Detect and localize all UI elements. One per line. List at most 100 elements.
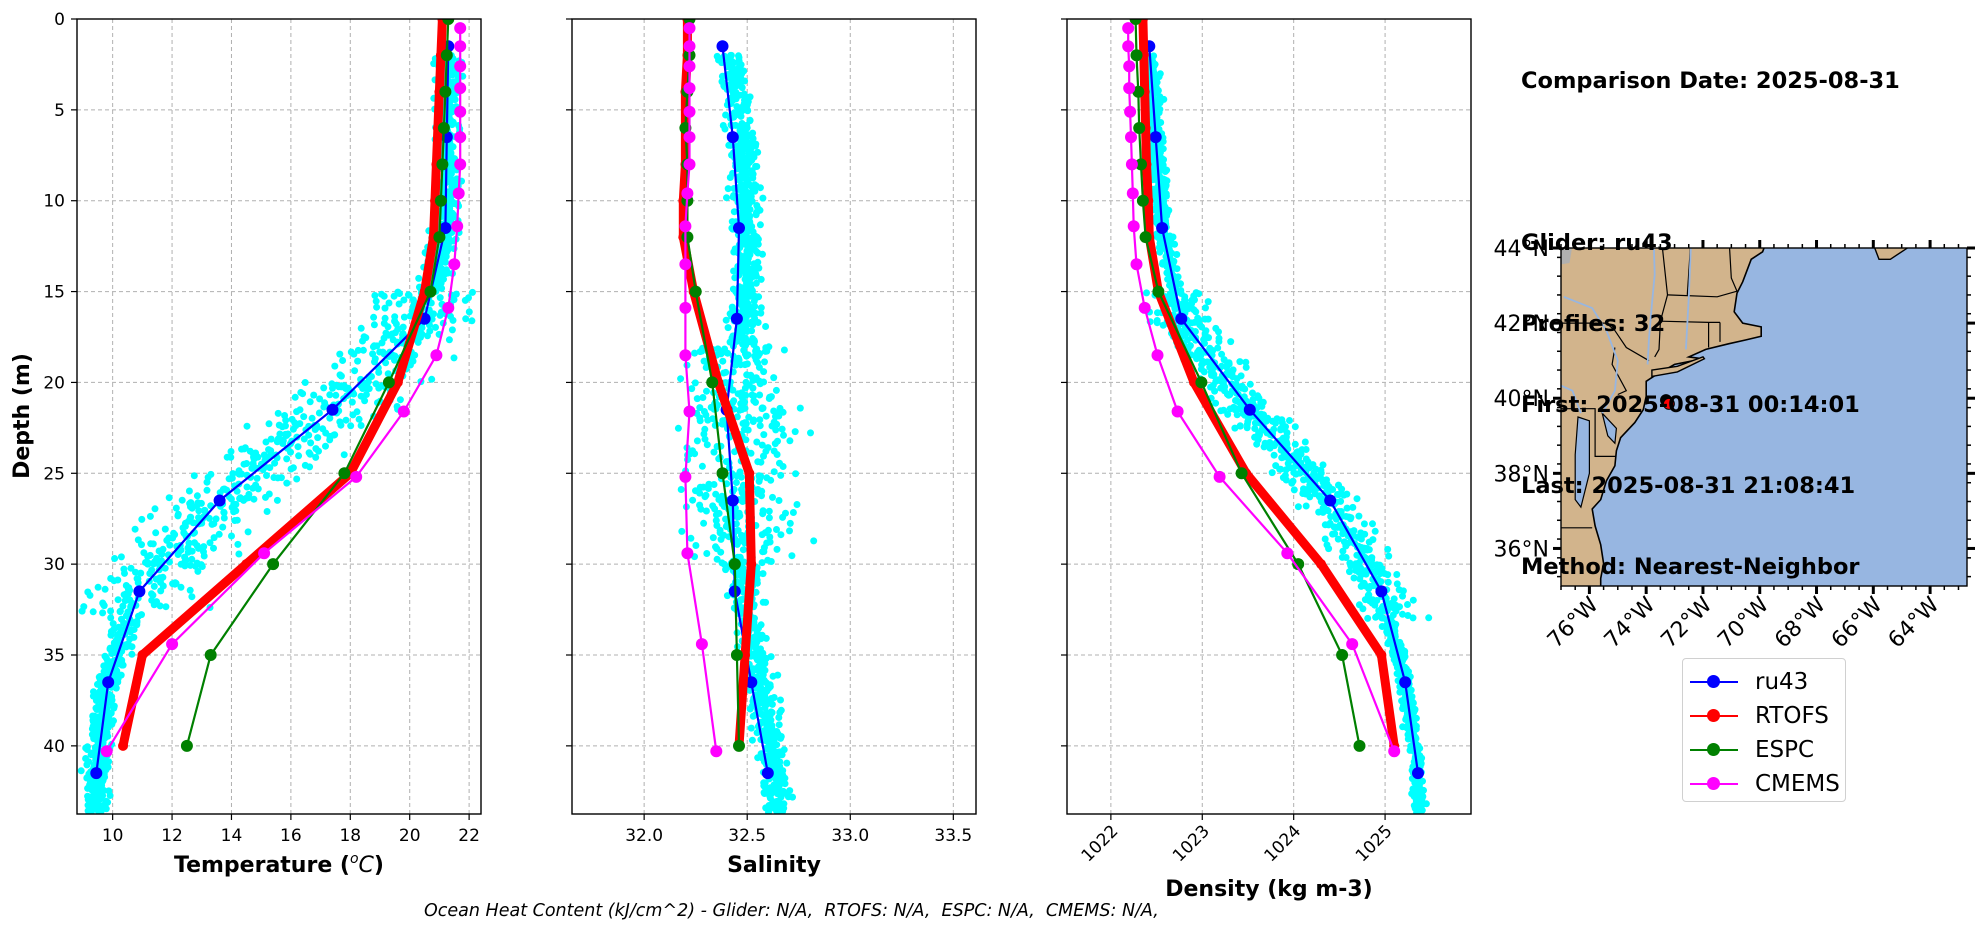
first-time: First: 2025-08-31 00:14:01 bbox=[1521, 392, 1860, 418]
glider-point bbox=[786, 519, 794, 527]
glider-point bbox=[749, 129, 757, 137]
glider-point bbox=[1261, 439, 1269, 447]
glider-point bbox=[359, 346, 367, 354]
glider-point bbox=[1237, 372, 1245, 380]
glider-point bbox=[1171, 305, 1179, 313]
glider-point bbox=[203, 478, 211, 486]
glider-point bbox=[1399, 610, 1406, 618]
glider-point bbox=[114, 678, 122, 686]
glider-point bbox=[1291, 423, 1299, 431]
glider-point bbox=[749, 384, 757, 392]
glider-point bbox=[764, 789, 772, 797]
glider-point bbox=[1416, 808, 1424, 814]
glider-point bbox=[1253, 440, 1261, 448]
glider-point bbox=[380, 334, 388, 342]
glider-point bbox=[702, 491, 710, 499]
glider-point bbox=[446, 147, 454, 154]
glider-point bbox=[450, 78, 458, 86]
state-border bbox=[1611, 347, 1628, 396]
glider-point bbox=[1154, 102, 1161, 110]
glider-point bbox=[759, 570, 767, 578]
glider-point bbox=[752, 309, 760, 317]
glider-point bbox=[484, 313, 491, 320]
glider-point bbox=[766, 533, 774, 541]
glider-point bbox=[306, 450, 314, 458]
glider-point bbox=[687, 534, 695, 542]
glider-point bbox=[1249, 396, 1257, 403]
glider-point bbox=[753, 202, 761, 209]
glider-point bbox=[1399, 587, 1407, 595]
glider-point bbox=[786, 527, 793, 535]
series-point-ru43 bbox=[1375, 585, 1388, 598]
glider-point bbox=[1173, 265, 1181, 273]
glider-point bbox=[1204, 298, 1212, 306]
glider-point bbox=[722, 458, 730, 466]
series-point-ru43 bbox=[213, 494, 226, 507]
glider-point bbox=[351, 367, 359, 375]
series-point-espc bbox=[437, 122, 450, 134]
glider-point bbox=[1242, 363, 1250, 371]
glider-point bbox=[727, 60, 735, 68]
glider-point bbox=[134, 579, 142, 587]
legend-label: ESPC bbox=[1755, 737, 1815, 763]
glider-point bbox=[749, 665, 757, 673]
glider-point bbox=[186, 561, 194, 569]
glider-point bbox=[348, 398, 356, 406]
glider-point bbox=[150, 582, 158, 590]
glider-point bbox=[263, 508, 271, 515]
series-point-cmems bbox=[683, 60, 696, 73]
glider-point bbox=[753, 638, 761, 646]
salinity-panel: 32.0 32.5 33.0 33.5 bbox=[566, 18, 977, 846]
glider-point bbox=[391, 356, 398, 364]
glider-point bbox=[149, 591, 157, 599]
glider-point bbox=[743, 247, 751, 255]
series-point-espc bbox=[1133, 122, 1146, 134]
glider-point bbox=[739, 573, 747, 581]
series-point-ru43 bbox=[1175, 312, 1188, 325]
glider-point bbox=[729, 96, 737, 104]
series-point-espc bbox=[442, 19, 455, 25]
glider-point bbox=[757, 275, 765, 283]
glider-point bbox=[1393, 580, 1401, 588]
legend-item-cmems: CMEMS bbox=[1683, 767, 1845, 801]
glider-point bbox=[391, 317, 399, 325]
glider-point bbox=[370, 313, 378, 321]
glider-point bbox=[203, 486, 211, 494]
series-point-cmems bbox=[683, 131, 696, 144]
glider-point bbox=[740, 163, 747, 171]
glider-point bbox=[1268, 469, 1276, 477]
glider-point bbox=[1224, 410, 1232, 418]
glider-point bbox=[722, 379, 730, 387]
glider-point bbox=[796, 404, 804, 412]
glider-point bbox=[340, 451, 348, 459]
glider-point bbox=[445, 336, 453, 344]
glider-point bbox=[357, 392, 365, 400]
glider-point bbox=[1290, 469, 1298, 476]
state-border bbox=[1667, 290, 1738, 298]
ocean-heat-content-note: Ocean Heat Content (kJ/cm^2) - Glider: N… bbox=[424, 901, 1159, 921]
glider-point bbox=[200, 543, 208, 551]
glider-point bbox=[722, 316, 730, 324]
glider-point bbox=[1188, 296, 1196, 304]
glider-point bbox=[1393, 571, 1401, 578]
glider-point bbox=[1325, 521, 1333, 529]
legend-item-espc: ESPC bbox=[1683, 733, 1845, 767]
density-axis-label: Density (kg m-3) bbox=[1165, 877, 1373, 902]
glider-point bbox=[1226, 391, 1234, 399]
glider-point bbox=[1184, 301, 1191, 309]
glider-point bbox=[371, 358, 378, 366]
glider-point bbox=[750, 245, 758, 253]
glider-point bbox=[326, 391, 334, 399]
glider-point bbox=[789, 793, 796, 801]
glider-point bbox=[748, 156, 756, 164]
glider-point bbox=[65, 607, 72, 614]
glider-point bbox=[1415, 743, 1423, 751]
glider-point bbox=[1302, 446, 1310, 453]
lat-tick-label: 42°N bbox=[1494, 312, 1549, 337]
glider-point bbox=[1156, 232, 1164, 240]
series-point-ru43 bbox=[1412, 767, 1424, 780]
glider-point bbox=[762, 412, 770, 420]
glider-point bbox=[1346, 559, 1354, 567]
glider-point bbox=[437, 279, 445, 287]
glider-point bbox=[712, 511, 720, 519]
